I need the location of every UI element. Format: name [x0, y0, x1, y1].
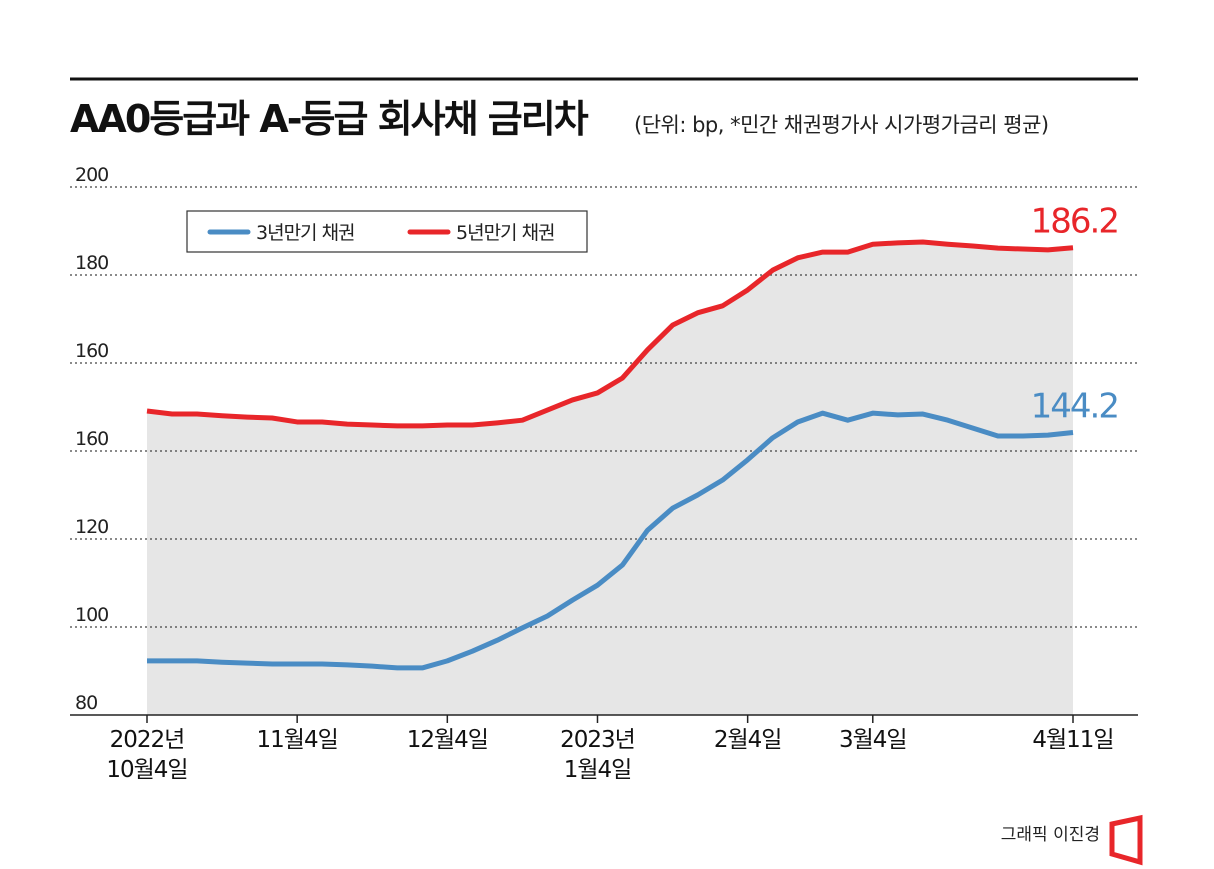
x-tick-label: 2023년 1월4일	[560, 727, 636, 783]
logo	[1109, 814, 1143, 866]
x-tick-label: 3월4일	[838, 727, 908, 753]
y-tick-label: 200	[75, 164, 108, 186]
y-tick-label: 120	[75, 516, 108, 538]
x-tick-label: 11월4일	[256, 727, 339, 753]
series-line	[147, 410, 1074, 671]
y-tick-label: 160	[75, 428, 108, 450]
area	[147, 242, 1073, 715]
end-label: 144.2	[1031, 387, 1118, 427]
legend-label: 5년만기 채권	[456, 222, 555, 244]
y-tick-label: 180	[75, 252, 108, 274]
credit: 그래픽 이진경	[1001, 825, 1100, 845]
series-line	[146, 239, 1074, 429]
x-tick-label: 4월11일	[1032, 727, 1114, 753]
y-tick-label: 80	[75, 692, 97, 714]
legend: 3년만기 채권 5년만기 채권	[186, 210, 588, 253]
legend-label: 3년만기 채권	[256, 222, 355, 244]
x-tick-label: 2월4일	[713, 727, 783, 753]
x-tick-label: 12월4일	[406, 727, 489, 753]
end-label: 186.2	[1031, 202, 1118, 242]
y-tick-label: 100	[75, 604, 108, 626]
x-tick-label: 2022년 10월4일	[106, 727, 188, 783]
legend-box	[186, 210, 588, 253]
y-tick-label: 160	[75, 340, 108, 362]
chart-title: AA0등급과 A-등급 회사채 금리차	[70, 97, 589, 141]
chart-subtitle: (단위: bp, *민간 채권평가사 시가평가금리 평균)	[634, 113, 1049, 137]
